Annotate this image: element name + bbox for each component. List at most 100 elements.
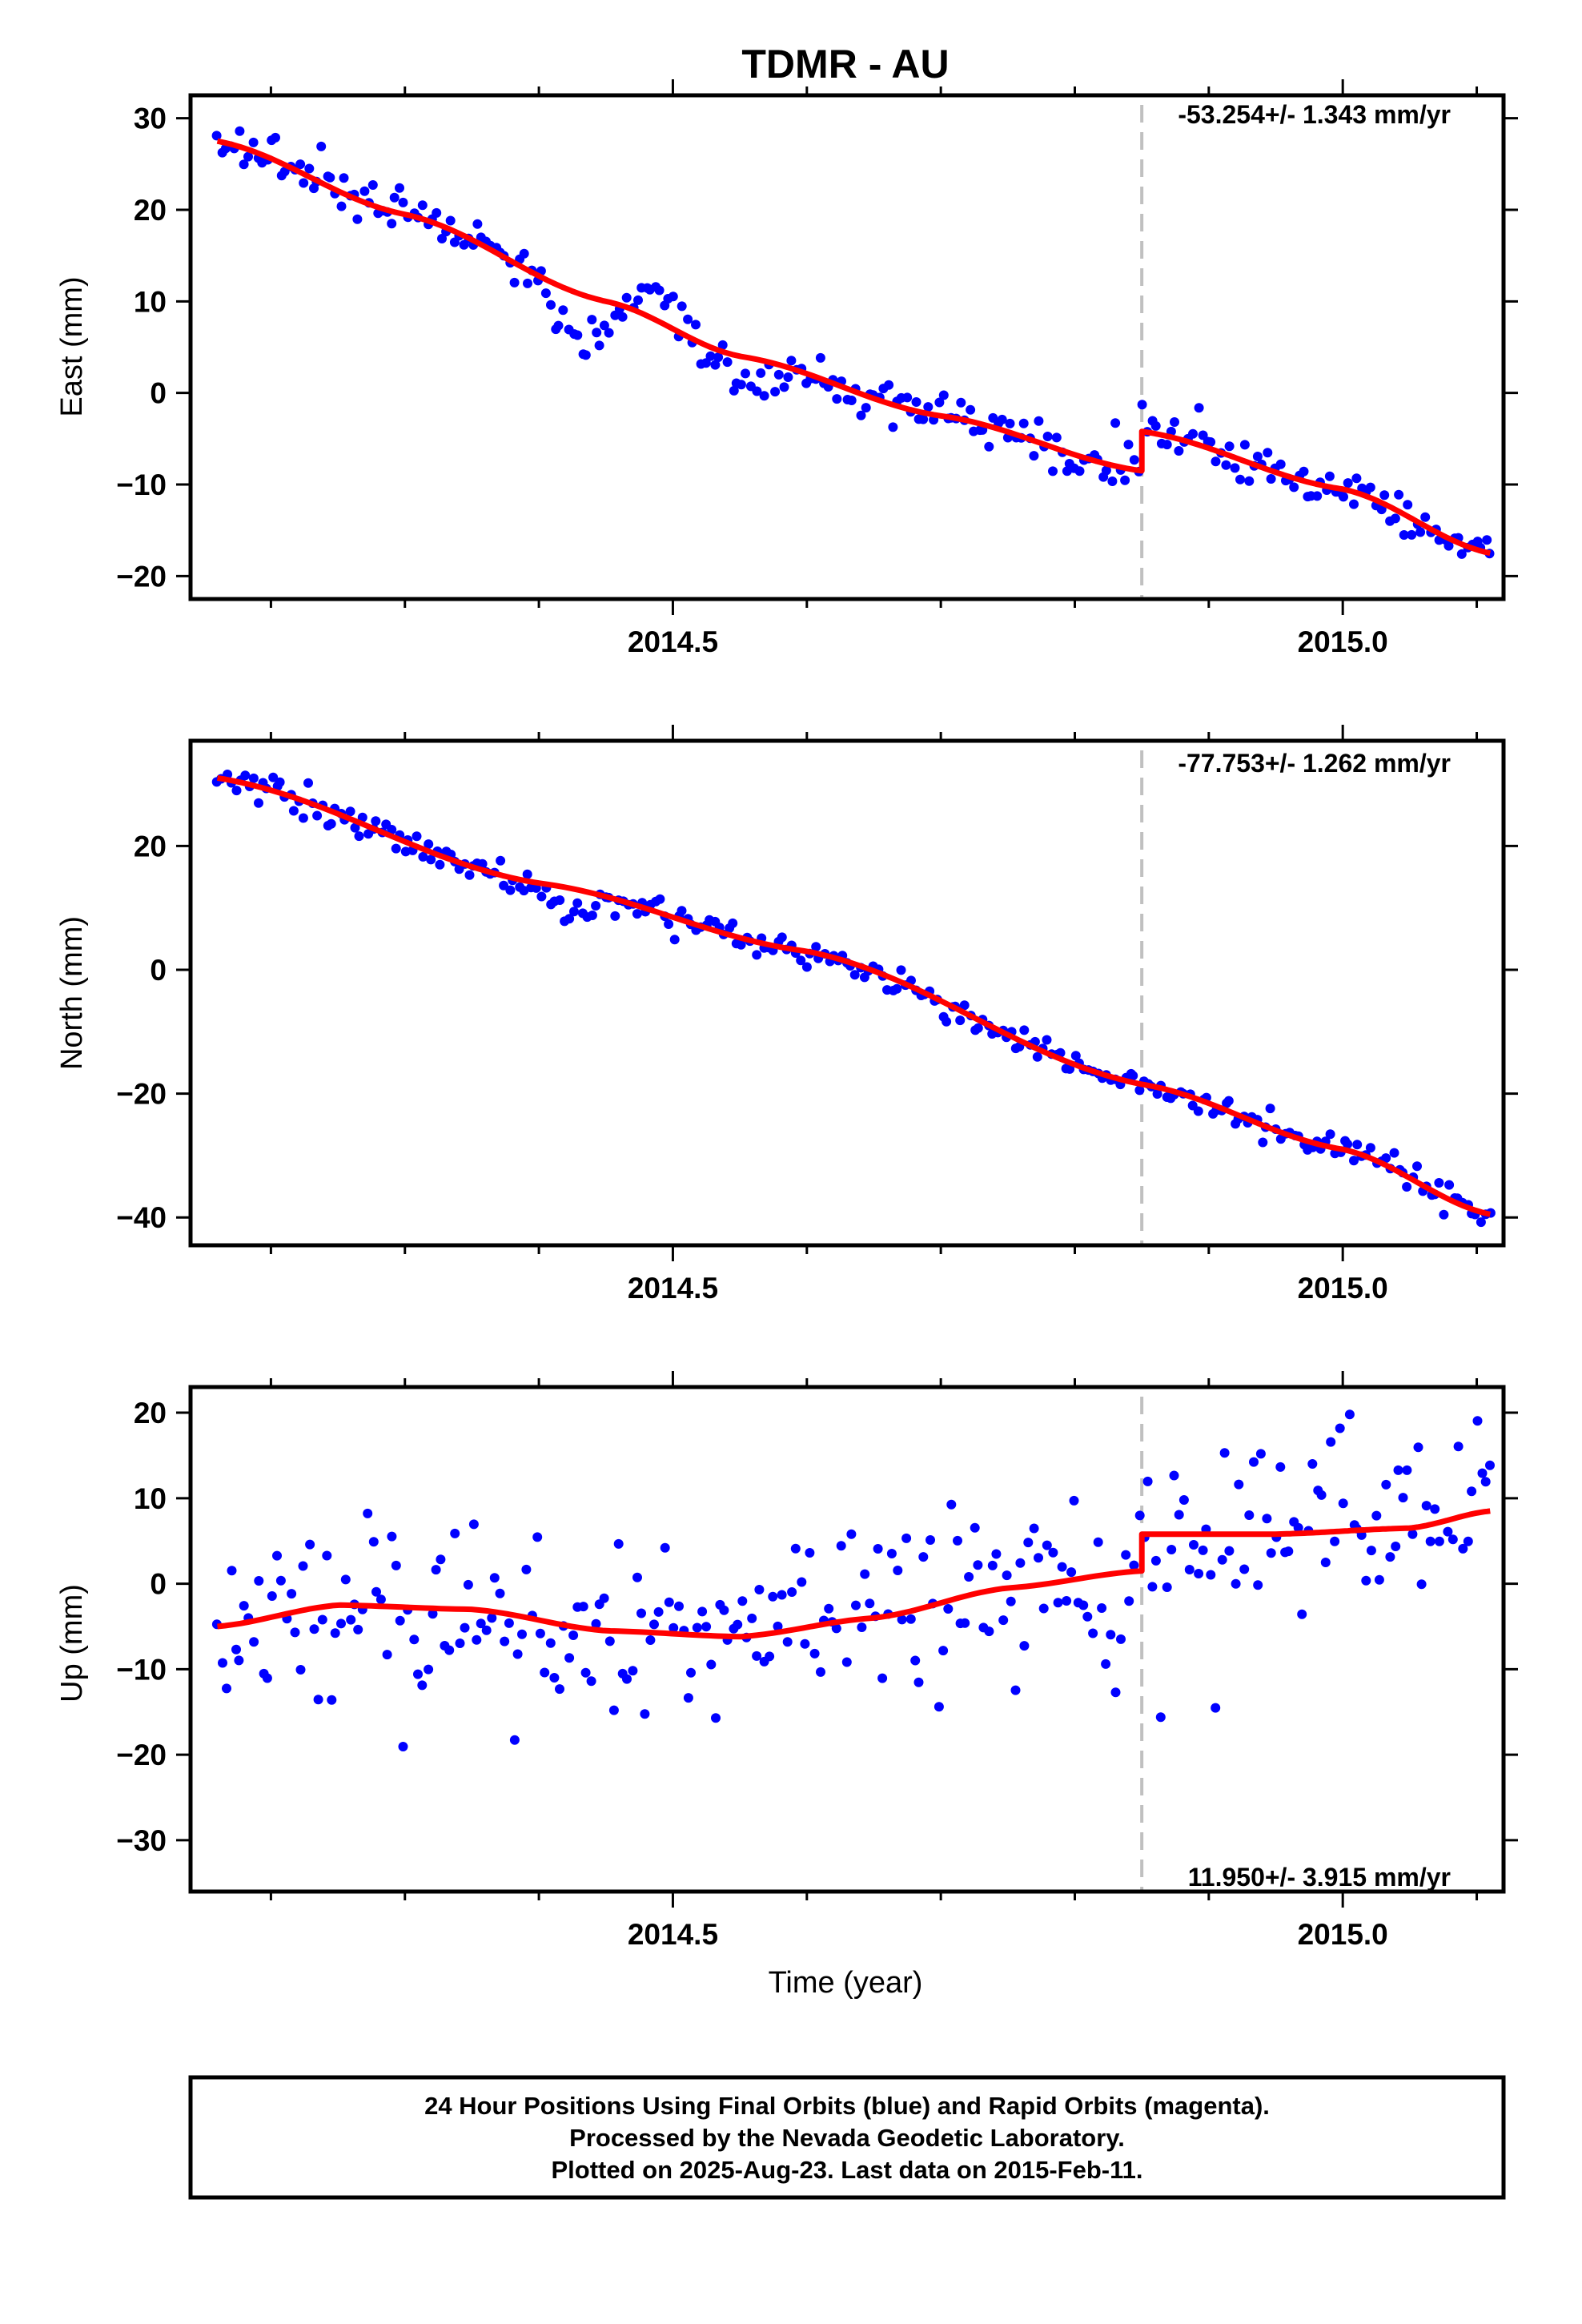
- data-point: [398, 1742, 408, 1751]
- data-point: [1174, 446, 1184, 456]
- up-panel: Up (mm) 11.950+/- 3.915 mm/yr 20 10 0 −10 −2…: [55, 1371, 1518, 1951]
- data-point: [1335, 1423, 1345, 1433]
- data-point: [1230, 463, 1240, 473]
- data-point: [801, 962, 812, 972]
- data-point: [287, 1589, 297, 1599]
- data-point: [1407, 529, 1417, 540]
- data-point: [1048, 466, 1058, 476]
- data-point: [1078, 1600, 1089, 1610]
- data-point: [1249, 1457, 1259, 1467]
- data-point: [249, 1637, 259, 1647]
- data-point: [736, 380, 746, 390]
- data-point: [1129, 1560, 1139, 1570]
- data-point: [873, 1544, 883, 1554]
- data-point: [777, 1590, 787, 1600]
- data-point: [934, 1702, 944, 1712]
- data-point: [1129, 455, 1139, 465]
- y-tick-label: −10: [116, 468, 167, 501]
- data-point: [330, 1628, 340, 1638]
- data-point: [655, 894, 665, 904]
- data-point: [1385, 1552, 1395, 1562]
- y-tick-label: −30: [116, 1824, 167, 1857]
- data-point: [768, 1591, 778, 1602]
- data-point: [943, 1604, 954, 1614]
- data-point: [288, 806, 299, 816]
- data-point: [455, 1638, 465, 1648]
- data-point: [1265, 1104, 1275, 1114]
- data-point: [953, 1535, 962, 1546]
- data-point: [1434, 1178, 1444, 1188]
- data-point: [1051, 432, 1062, 443]
- data-point: [860, 1569, 870, 1579]
- data-point: [797, 1577, 807, 1587]
- data-point: [1211, 456, 1221, 467]
- data-point: [628, 1666, 638, 1676]
- data-point: [998, 1615, 1009, 1626]
- y-tick-label: 20: [134, 830, 167, 862]
- data-point: [1231, 1578, 1241, 1589]
- x-tick-label: 2015.0: [1298, 1272, 1388, 1305]
- data-point: [522, 869, 532, 879]
- data-point: [617, 312, 628, 322]
- data-point: [973, 1560, 983, 1570]
- data-point: [1447, 1534, 1458, 1545]
- data-point: [436, 1554, 446, 1565]
- data-point: [267, 1591, 277, 1601]
- data-point: [1244, 1510, 1255, 1520]
- data-point: [1485, 1460, 1495, 1470]
- data-point: [1065, 1063, 1075, 1074]
- data-point: [254, 1576, 264, 1586]
- data-point: [489, 1573, 500, 1583]
- data-point: [231, 1644, 241, 1655]
- data-point: [521, 1564, 532, 1574]
- data-point: [371, 1586, 381, 1597]
- data-point: [649, 1619, 659, 1630]
- data-point: [592, 328, 602, 338]
- data-point: [290, 1627, 300, 1638]
- data-point: [437, 234, 447, 243]
- data-point: [770, 387, 781, 397]
- data-point: [910, 1655, 921, 1666]
- data-point: [1219, 1448, 1230, 1458]
- model-fit-line: [216, 138, 1492, 557]
- east-panel: East (mm) -53.254+/- 1.343 mm/yr 30 20 10 0…: [55, 79, 1518, 658]
- data-point: [668, 292, 678, 302]
- data-point: [918, 1552, 929, 1562]
- data-point: [391, 843, 401, 854]
- data-point: [352, 214, 363, 224]
- data-point: [1326, 1437, 1336, 1447]
- data-point: [955, 1015, 966, 1026]
- data-point: [604, 328, 614, 338]
- data-point: [759, 391, 769, 401]
- caption-line-2: Processed by the Nevada Geodetic Laborat…: [569, 2124, 1125, 2152]
- data-point: [846, 396, 857, 405]
- data-point: [713, 352, 724, 363]
- data-point: [674, 1601, 684, 1611]
- data-point: [1042, 432, 1053, 441]
- data-point: [1169, 1470, 1179, 1481]
- data-point: [1224, 1546, 1235, 1556]
- data-point: [387, 219, 397, 229]
- model-fit-line: [217, 1508, 1491, 1640]
- data-point: [1123, 440, 1134, 450]
- data-point: [728, 918, 738, 928]
- data-point: [686, 1667, 696, 1678]
- data-point: [1038, 1603, 1049, 1614]
- data-point: [322, 1550, 332, 1561]
- data-point: [1194, 1569, 1204, 1578]
- data-point: [893, 1566, 903, 1575]
- data-point: [357, 812, 367, 822]
- data-point: [1412, 1161, 1422, 1172]
- data-point: [239, 159, 249, 170]
- data-point: [316, 141, 327, 151]
- data-point: [1235, 474, 1245, 485]
- data-point: [1101, 1659, 1111, 1669]
- data-point: [779, 382, 789, 392]
- data-point: [664, 1597, 674, 1607]
- data-point: [1005, 418, 1015, 428]
- data-point: [599, 1593, 609, 1603]
- model-fit-line: [216, 774, 1492, 1217]
- data-point: [1398, 1493, 1408, 1503]
- data-point: [1106, 1630, 1116, 1640]
- data-point: [243, 151, 253, 162]
